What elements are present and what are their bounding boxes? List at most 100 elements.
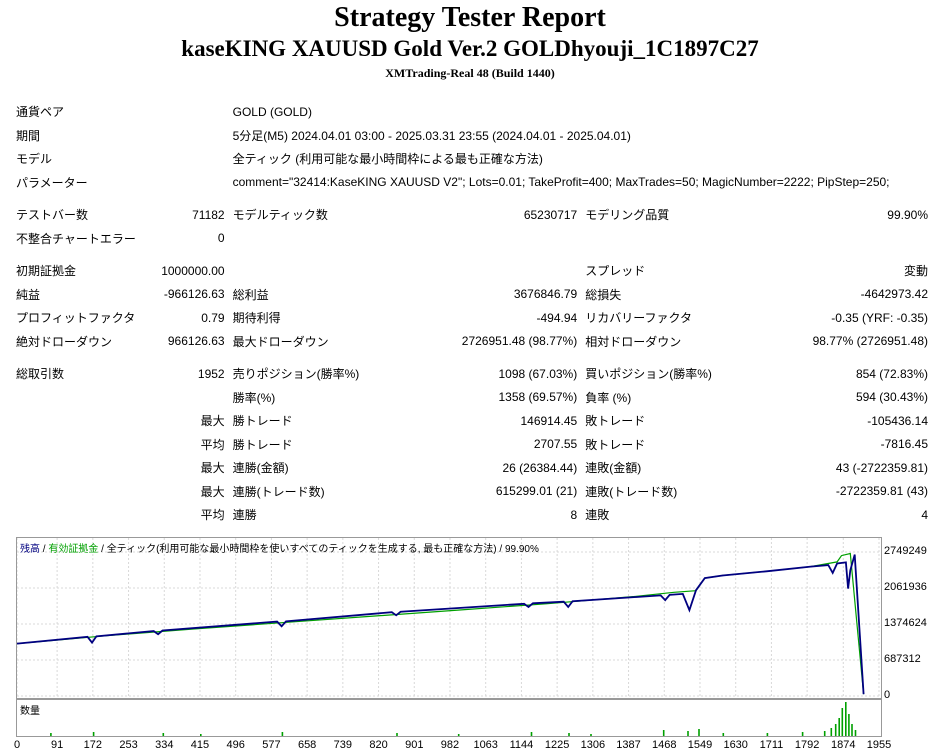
spread-value: 変動 [903, 264, 928, 279]
x-tick-label: 901 [405, 739, 424, 751]
model-value: 全ティック (利用可能な最小時間枠による最も正確な方法) [232, 152, 543, 167]
x-tick-label: 1144 [509, 739, 534, 751]
max-cons-profit-value: 615299.01 (21) [495, 484, 578, 499]
abs-dd-value: 966126.63 [167, 334, 225, 349]
avg-label: 平均 [200, 437, 225, 452]
equity-line [17, 554, 865, 695]
avg-loss-value: -7816.45 [880, 437, 928, 452]
gross-loss-label: 総損失 [585, 287, 622, 302]
x-tick-label: 1063 [473, 739, 498, 751]
volume-bar [687, 731, 689, 736]
max-label: 最大 [200, 484, 225, 499]
max-dd-label: 最大ドローダウン [232, 334, 329, 349]
y-tick-label: 2061936 [884, 581, 927, 593]
volume-chart: 数量 [16, 699, 882, 737]
volume-bar [590, 734, 592, 736]
volume-bar [281, 732, 284, 736]
total-label: 総取引数 [16, 367, 65, 382]
server-info: XMTrading-Real 48 (Build 1440) [385, 66, 555, 80]
avg-cons-loss-value: 4 [921, 507, 928, 522]
balance-chart-svg [17, 538, 881, 698]
deposit-value: 1000000.00 [161, 263, 225, 278]
legend-separator: / [40, 544, 49, 555]
bars-label: テストバー数 [16, 208, 89, 223]
volume-bar [845, 702, 847, 736]
x-tick-label: 91 [50, 739, 64, 751]
avg-cons-win-value: 8 [570, 507, 578, 522]
volume-bar [766, 733, 769, 736]
period-label: 期間 [16, 128, 41, 143]
recovery-label: リカバリーファクタ [585, 311, 693, 326]
expected-label: 期待利得 [232, 311, 281, 326]
volume-bar [722, 733, 725, 736]
lossrate-value: 594 (30.43%) [855, 390, 928, 405]
x-tick-label: 496 [226, 739, 245, 751]
max-label: 最大 [200, 414, 225, 429]
net-value: -966126.63 [163, 287, 225, 302]
rel-dd-value: 98.77% (2726951.48) [812, 334, 928, 349]
ticks-label: モデルティック数 [232, 208, 328, 223]
max-cons-win-label: 連勝(金額) [232, 461, 289, 476]
x-tick-label: 982 [440, 739, 460, 751]
x-tick-label: 1711 [759, 739, 784, 751]
x-tick-label: 172 [83, 739, 103, 751]
volume-bar [830, 728, 833, 736]
model-label: モデル [16, 152, 53, 167]
long-label: 買いポジション(勝率%) [585, 367, 712, 382]
volume-bar [834, 724, 837, 736]
x-tick-label: 577 [262, 739, 281, 751]
lossrate-label: 負率 (%) [585, 390, 632, 405]
volume-bar [851, 724, 853, 736]
params-value: comment="32414:KaseKING XAUUSD V2"; Lots… [232, 175, 890, 190]
volume-bar [530, 732, 533, 736]
params-label: パラメーター [16, 175, 88, 190]
report-subtitle: kaseKING XAUUSD Gold Ver.2 GOLDhyouji_1C… [181, 36, 759, 61]
balance-chart: 残高 / 有効証拠金 / 全ティック(利用可能な最小時間枠を使いすべてのティック… [16, 537, 882, 699]
short-value: 1098 (67.03%) [498, 366, 578, 381]
gross-profit-value: 3676846.79 [513, 287, 578, 302]
max-cons-lossamt-value: -2722359.81 (43) [835, 484, 928, 499]
max-dd-value: 2726951.48 (98.77%) [461, 334, 578, 349]
largest-win-value: 146914.45 [520, 413, 578, 428]
max-cons-loss-label: 連敗(金額) [585, 461, 642, 476]
rel-dd-label: 相対ドローダウン [585, 334, 682, 349]
volume-bar [396, 733, 398, 736]
max-cons-loss-value: 43 (-2722359.81) [835, 460, 928, 475]
avg-loss-label: 敗トレード [585, 437, 646, 452]
y-tick-label: 1374624 [884, 617, 927, 629]
volume-chart-svg [50, 702, 857, 736]
expected-value: -494.94 [536, 310, 578, 325]
legend-model: 全ティック(利用可能な最小時間枠を使いすべてのティックを生成する, 最も正確な方… [106, 544, 539, 555]
quality-label: モデリング品質 [585, 208, 670, 223]
ticks-value: 65230717 [523, 207, 578, 222]
x-tick-label: 415 [190, 739, 210, 751]
chart-legend: 残高 / 有効証拠金 / 全ティック(利用可能な最小時間枠を使いすべてのティック… [20, 540, 539, 555]
avg-win-label: 勝トレード [232, 437, 293, 452]
gross-profit-label: 総利益 [232, 287, 269, 302]
volume-bar [200, 734, 202, 736]
pair-value: GOLD (GOLD) [232, 104, 312, 119]
volume-label: 数量 [20, 706, 40, 717]
x-tick-label: 820 [369, 739, 388, 751]
net-label: 純益 [16, 287, 41, 302]
y-tick-label: 0 [884, 689, 891, 701]
recovery-value: -0.35 (YRF: -0.35) [831, 310, 928, 325]
volume-bar [457, 734, 460, 736]
mismatch-value: 0 [217, 231, 225, 246]
max-cons-profit-label: 連勝(トレード数) [232, 484, 325, 499]
volume-bar [662, 730, 665, 736]
legend-equity: 有効証拠金 [48, 544, 99, 555]
volume-bar [50, 733, 52, 736]
report-table: 通貨ペア GOLD (GOLD) 期間 5分足(M5) 2024.04.01 03:… [12, 100, 932, 527]
pf-label: プロフィットファクタ [16, 311, 136, 326]
legend-separator: / [98, 544, 107, 555]
gross-loss-value: -4642973.42 [860, 287, 928, 302]
spread-label: スプレッド [585, 264, 646, 279]
x-tick-label: 1874 [831, 739, 856, 751]
volume-bar [568, 733, 570, 736]
x-tick-label: 1955 [866, 739, 892, 751]
deposit-label: 初期証拠金 [16, 264, 77, 279]
volume-bar [801, 732, 804, 736]
avg-cons-win-label: 連勝 [232, 508, 257, 523]
max-cons-win-value: 26 (26384.44) [502, 460, 578, 475]
